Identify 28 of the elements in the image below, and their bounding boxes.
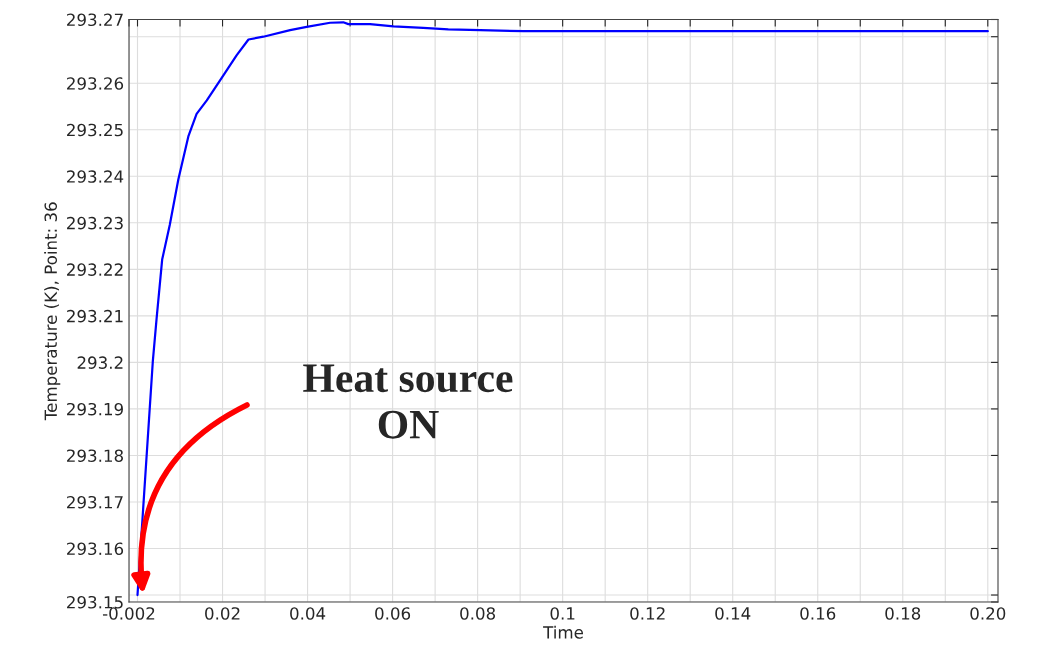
y-tick-label: 293.17 — [67, 495, 123, 509]
y-tick-label: 293.15 — [67, 595, 123, 609]
x-tick-label: 0.18 — [885, 607, 921, 620]
x-tick-label: 0.12 — [630, 607, 665, 620]
x-tick-label: 0.14 — [715, 607, 751, 620]
y-tick-label: 293.25 — [67, 123, 123, 137]
y-tick-label: 293.24 — [67, 170, 124, 183]
x-axis-title: Time — [543, 625, 583, 639]
x-tick-label: 0.06 — [375, 607, 411, 620]
x-tick-label: 0.16 — [800, 607, 836, 620]
x-tick-label: 0.08 — [460, 607, 496, 620]
x-tick-label: 0.02 — [205, 607, 240, 620]
x-tick-label: 0.04 — [290, 607, 326, 620]
y-tick-label: 293.2 — [77, 356, 123, 369]
y-axis-title: Temperature (K), Point: 36 — [44, 202, 61, 421]
y-tick-label: 293.23 — [67, 216, 123, 230]
y-tick-label: 293.27 — [67, 13, 123, 27]
y-tick-label: 293.19 — [67, 402, 123, 416]
y-tick-label: 293.18 — [67, 449, 123, 463]
y-tick-label: 293.16 — [67, 542, 124, 556]
line-series — [136, 21, 989, 597]
y-tick-label: 293.21 — [67, 309, 123, 323]
x-tick-label: 0.1 — [550, 607, 575, 620]
y-tick-label: 293.26 — [67, 77, 124, 90]
annotation: Heat source ON — [303, 364, 513, 439]
x-tick-label: 0.20 — [970, 607, 1006, 620]
y-tick-label: 293.22 — [67, 263, 123, 276]
x-tick-label: -0.002 — [102, 607, 155, 620]
